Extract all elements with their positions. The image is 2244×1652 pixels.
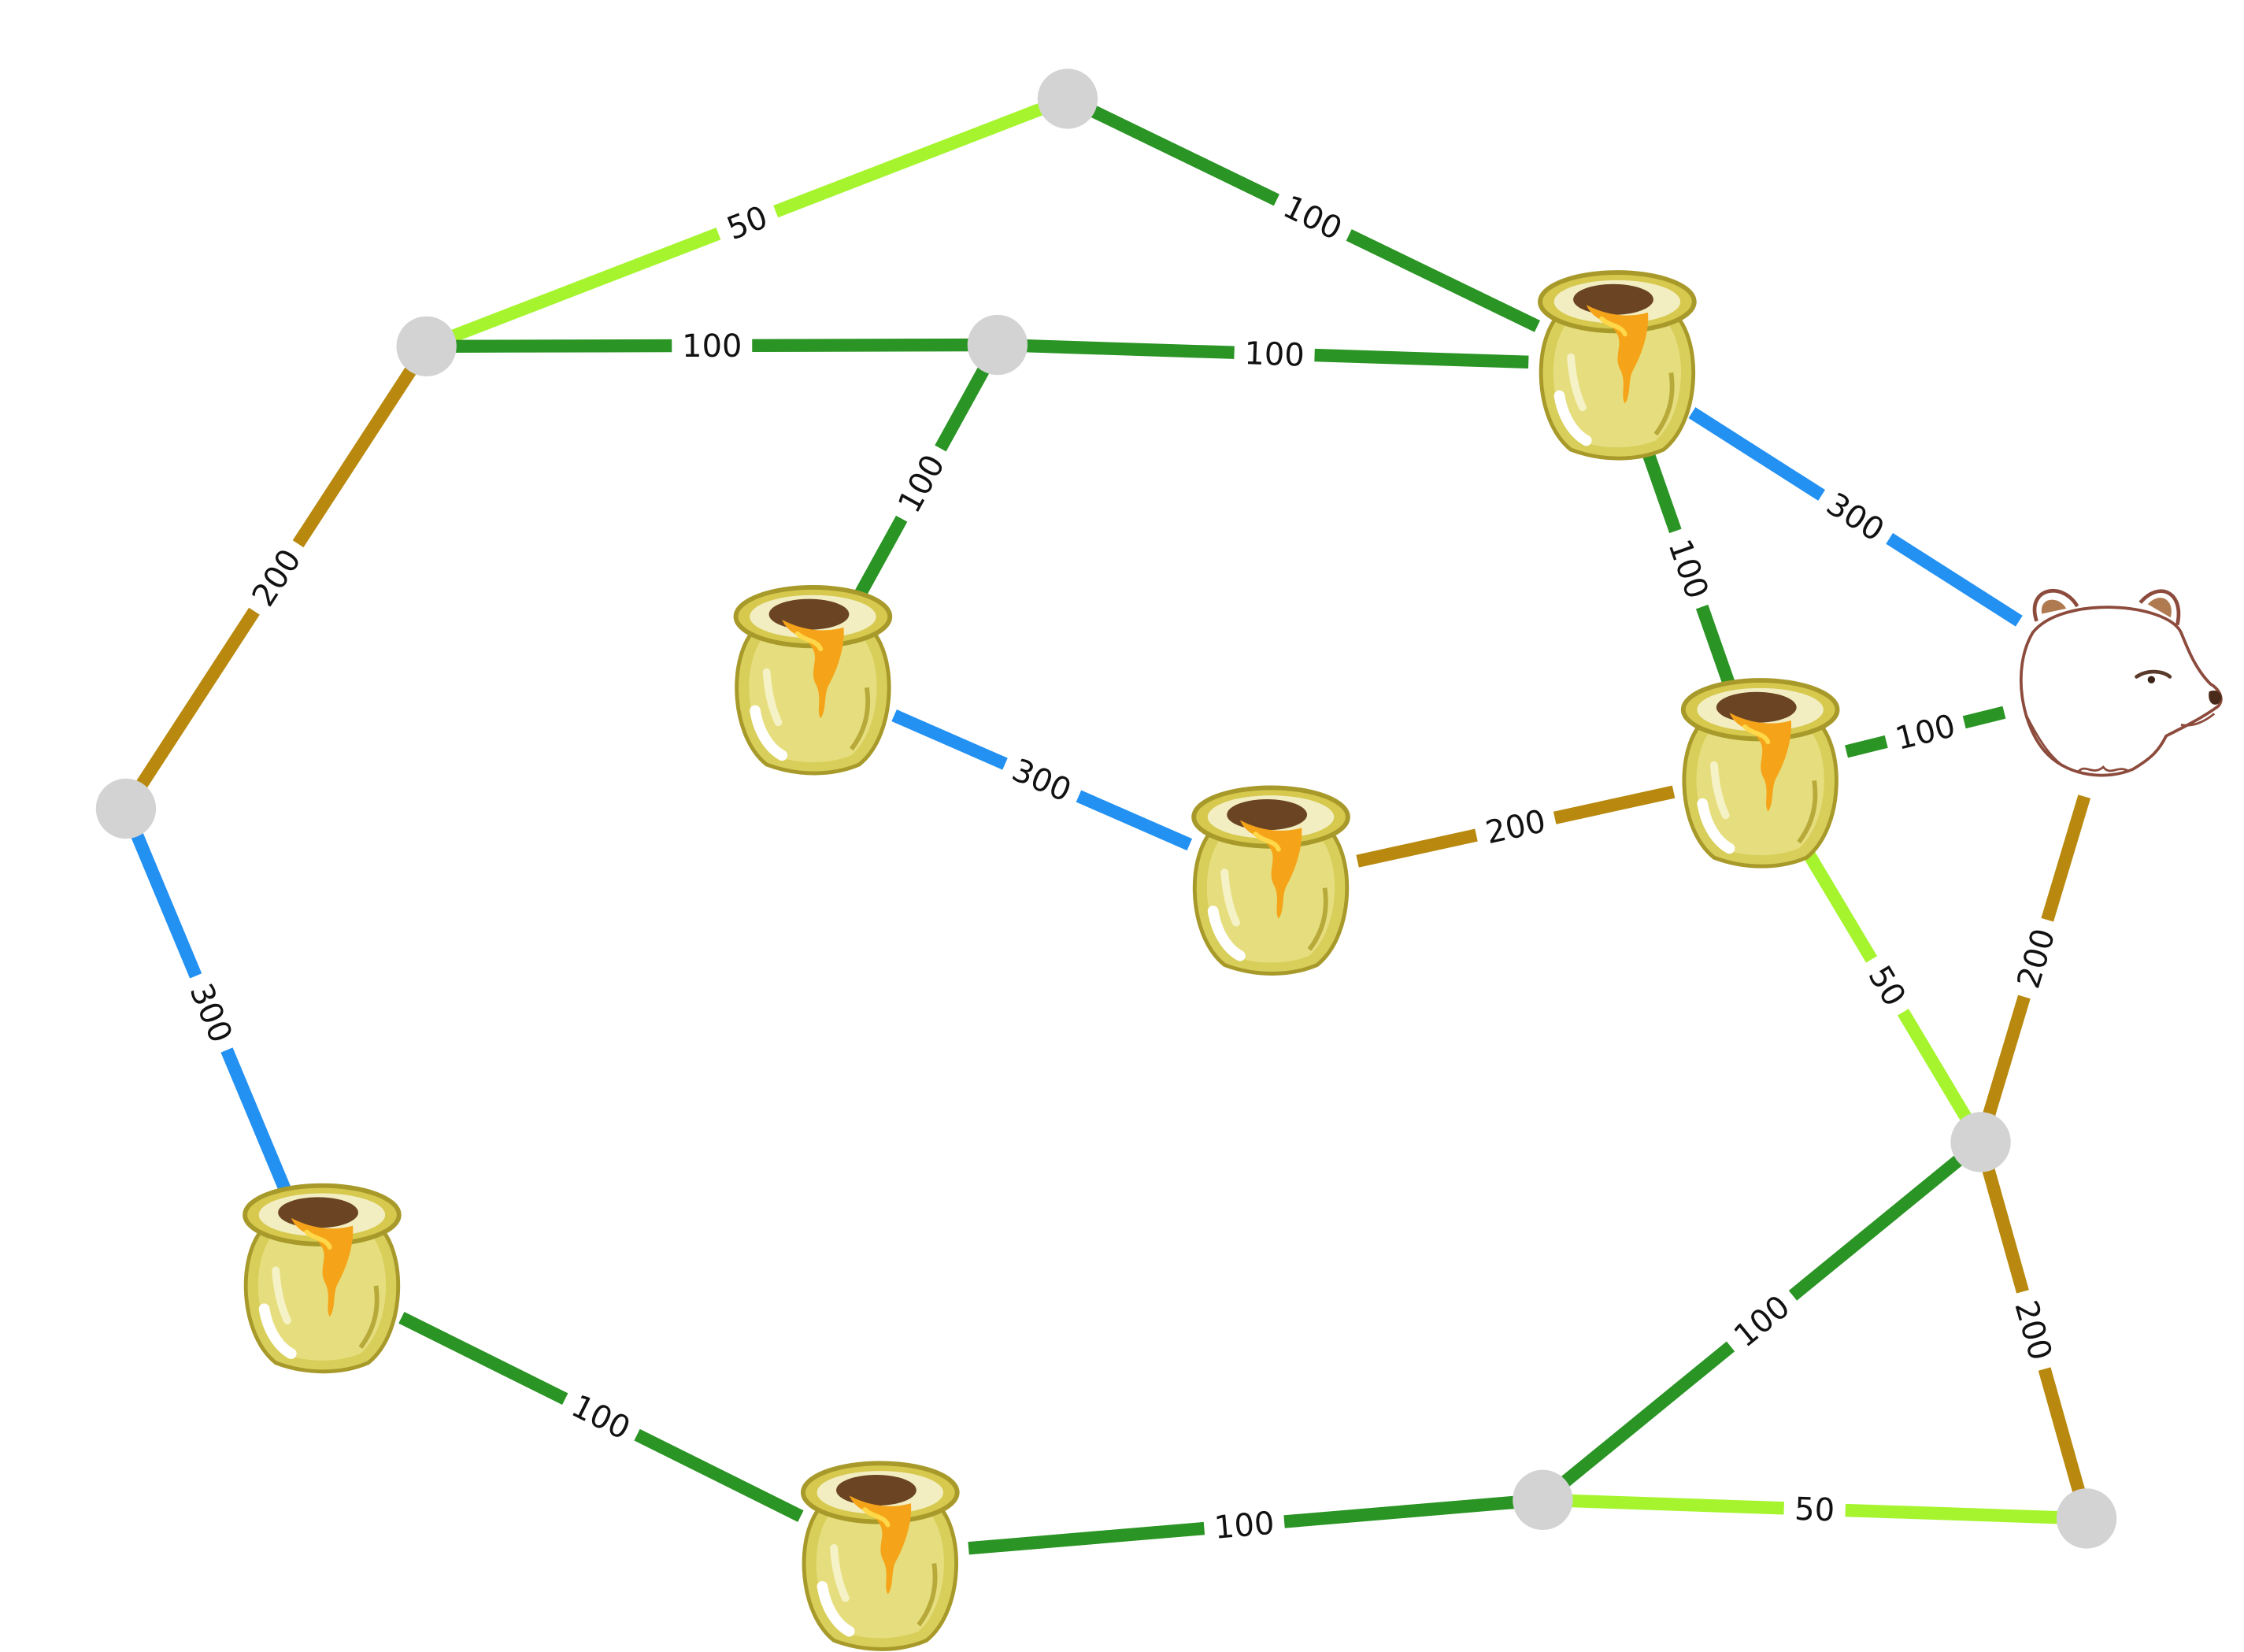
edge-label-group: 100 bbox=[1202, 1501, 1287, 1549]
junction-node-j-bottom-mid bbox=[1513, 1469, 1573, 1531]
edge-pot_right-bear: 100 bbox=[1845, 702, 2006, 762]
edge-weight-label: 200 bbox=[1483, 803, 1549, 851]
nodes-layer bbox=[95, 69, 2222, 1649]
edge-label-group: 100 bbox=[1881, 702, 1969, 762]
edge-label-group: 100 bbox=[672, 324, 753, 367]
edge-pot_top_right-pot_right: 100 bbox=[1640, 446, 1738, 691]
edge-label-group: 100 bbox=[556, 1380, 646, 1454]
edge-label-background bbox=[883, 438, 959, 529]
edge-label-group: 200 bbox=[2005, 913, 2068, 1003]
edge-weight-label: 200 bbox=[2011, 924, 2063, 992]
edge-label-group: 100 bbox=[1233, 332, 1316, 376]
junction-node-j-lower-right bbox=[1950, 1112, 2011, 1172]
edge-weight-label: 100 bbox=[682, 328, 742, 365]
honey-pot-icon bbox=[1194, 787, 1348, 973]
honey-pot-icon bbox=[245, 1186, 399, 1372]
edge-label-group: 100 bbox=[1656, 524, 1722, 614]
edge-label-background bbox=[1853, 949, 1921, 1023]
edge-j_lower_right-j_bottom_mid: 100 bbox=[1556, 1151, 1968, 1491]
junction-node-j-upper-left bbox=[396, 316, 457, 377]
edge-label-background bbox=[1472, 798, 1560, 855]
edge-pot_lower_left-pot_bottom: 100 bbox=[398, 1311, 804, 1522]
edge-label-background bbox=[1202, 1501, 1287, 1549]
edge-label-background bbox=[1717, 1280, 1806, 1363]
edge-label-background bbox=[2002, 1286, 2064, 1375]
edge-j_top-pot_top_right: 100 bbox=[1085, 102, 1541, 332]
edge-j_bottom_mid-j_bottom_right: 50 bbox=[1565, 1487, 2064, 1531]
edge-label-group: 50 bbox=[1853, 949, 1921, 1023]
edge-j_upper_mid-pot_top_right: 100 bbox=[1020, 332, 1529, 376]
edge-j_upper_mid-pot_inner_left: 100 bbox=[850, 361, 992, 606]
edge-pot_center-pot_right: 200 bbox=[1356, 785, 1676, 868]
edge-weight-label: 50 bbox=[1794, 1491, 1835, 1529]
edge-label-group: 50 bbox=[711, 192, 783, 253]
edge-label-background bbox=[2005, 913, 2068, 1003]
junction-node-j-upper-mid bbox=[967, 314, 1028, 376]
edge-label-background bbox=[1268, 181, 1358, 254]
edge-j_left-pot_lower_left: 300 bbox=[128, 827, 294, 1199]
edge-label-group: 300 bbox=[997, 745, 1087, 815]
edge-bear-j_lower_right: 200 bbox=[1981, 795, 2091, 1122]
honey-pot-icon bbox=[1683, 680, 1838, 866]
junction-node-j-bottom-right bbox=[2056, 1488, 2117, 1549]
edge-label-background bbox=[997, 745, 1087, 815]
edge-weight-label: 100 bbox=[1892, 708, 1959, 757]
edge-j_upper_left-j_top: 50 bbox=[445, 101, 1049, 345]
bear-head-icon bbox=[2021, 591, 2222, 775]
edge-label-background bbox=[1233, 332, 1316, 376]
junction-node-j-left bbox=[95, 778, 157, 839]
junction-node-j-top bbox=[1037, 69, 1098, 129]
edge-label-background bbox=[672, 324, 753, 367]
edge-pot_bottom-j_bottom_mid: 100 bbox=[968, 1495, 1521, 1555]
edge-j_lower_right-j_bottom_right: 200 bbox=[1980, 1162, 2087, 1498]
edge-weight-label: 200 bbox=[2007, 1297, 2058, 1365]
edge-pot_top_right-bear: 300 bbox=[1688, 407, 2023, 627]
edge-label-group: 300 bbox=[176, 968, 246, 1058]
edge-weight-label: 100 bbox=[1661, 535, 1715, 603]
edge-label-background bbox=[1656, 524, 1722, 614]
edge-pot_right-j_lower_right: 50 bbox=[1800, 846, 1975, 1126]
edge-weight-label: 100 bbox=[1244, 335, 1305, 373]
edge-label-group: 50 bbox=[1783, 1487, 1846, 1531]
edge-j_upper_left-j_left: 200 bbox=[132, 361, 420, 794]
edge-label-background bbox=[1810, 478, 1901, 556]
honey-pot-icon bbox=[1540, 272, 1694, 458]
edge-j_upper_left-j_upper_mid: 100 bbox=[449, 324, 975, 367]
honey-pot-icon bbox=[736, 587, 891, 773]
edge-label-group: 100 bbox=[883, 438, 959, 529]
edge-label-background bbox=[237, 532, 316, 623]
edge-pot_inner_left-pot_center: 300 bbox=[891, 709, 1193, 851]
edge-label-group: 200 bbox=[2002, 1286, 2064, 1375]
edge-label-group: 100 bbox=[1268, 181, 1358, 254]
edge-label-background bbox=[711, 192, 783, 253]
edge-label-background bbox=[1881, 702, 1969, 762]
edge-label-background bbox=[556, 1380, 646, 1454]
edge-weight-label: 100 bbox=[1213, 1506, 1276, 1546]
edge-label-background bbox=[1783, 1487, 1846, 1531]
edge-label-group: 200 bbox=[1472, 798, 1560, 855]
edge-label-background bbox=[176, 968, 246, 1058]
honey-pot-icon bbox=[803, 1463, 957, 1649]
